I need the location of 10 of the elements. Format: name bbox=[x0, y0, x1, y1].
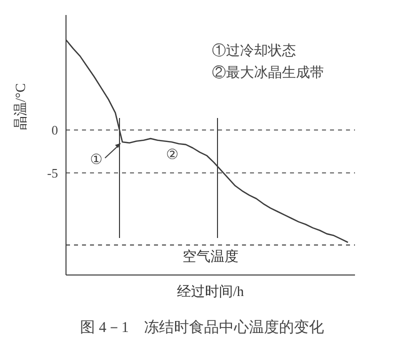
annotation: ② bbox=[166, 147, 179, 164]
caption: 图 4－1 冻结时食品中心温度的变化 bbox=[79, 318, 325, 337]
y-tick-label: 0 bbox=[52, 122, 58, 138]
x-axis-title: 经过时间/h bbox=[176, 284, 245, 301]
y-tick-label: -5 bbox=[47, 166, 58, 181]
annotation: ① bbox=[90, 152, 103, 169]
annotation: ②最大冰晶生成带 bbox=[212, 64, 324, 82]
ref-line-label: 空气温度 bbox=[182, 248, 238, 265]
y-axis-title: 晶温/°C bbox=[12, 83, 30, 130]
annotation: ①过冷却状态 bbox=[212, 42, 296, 60]
